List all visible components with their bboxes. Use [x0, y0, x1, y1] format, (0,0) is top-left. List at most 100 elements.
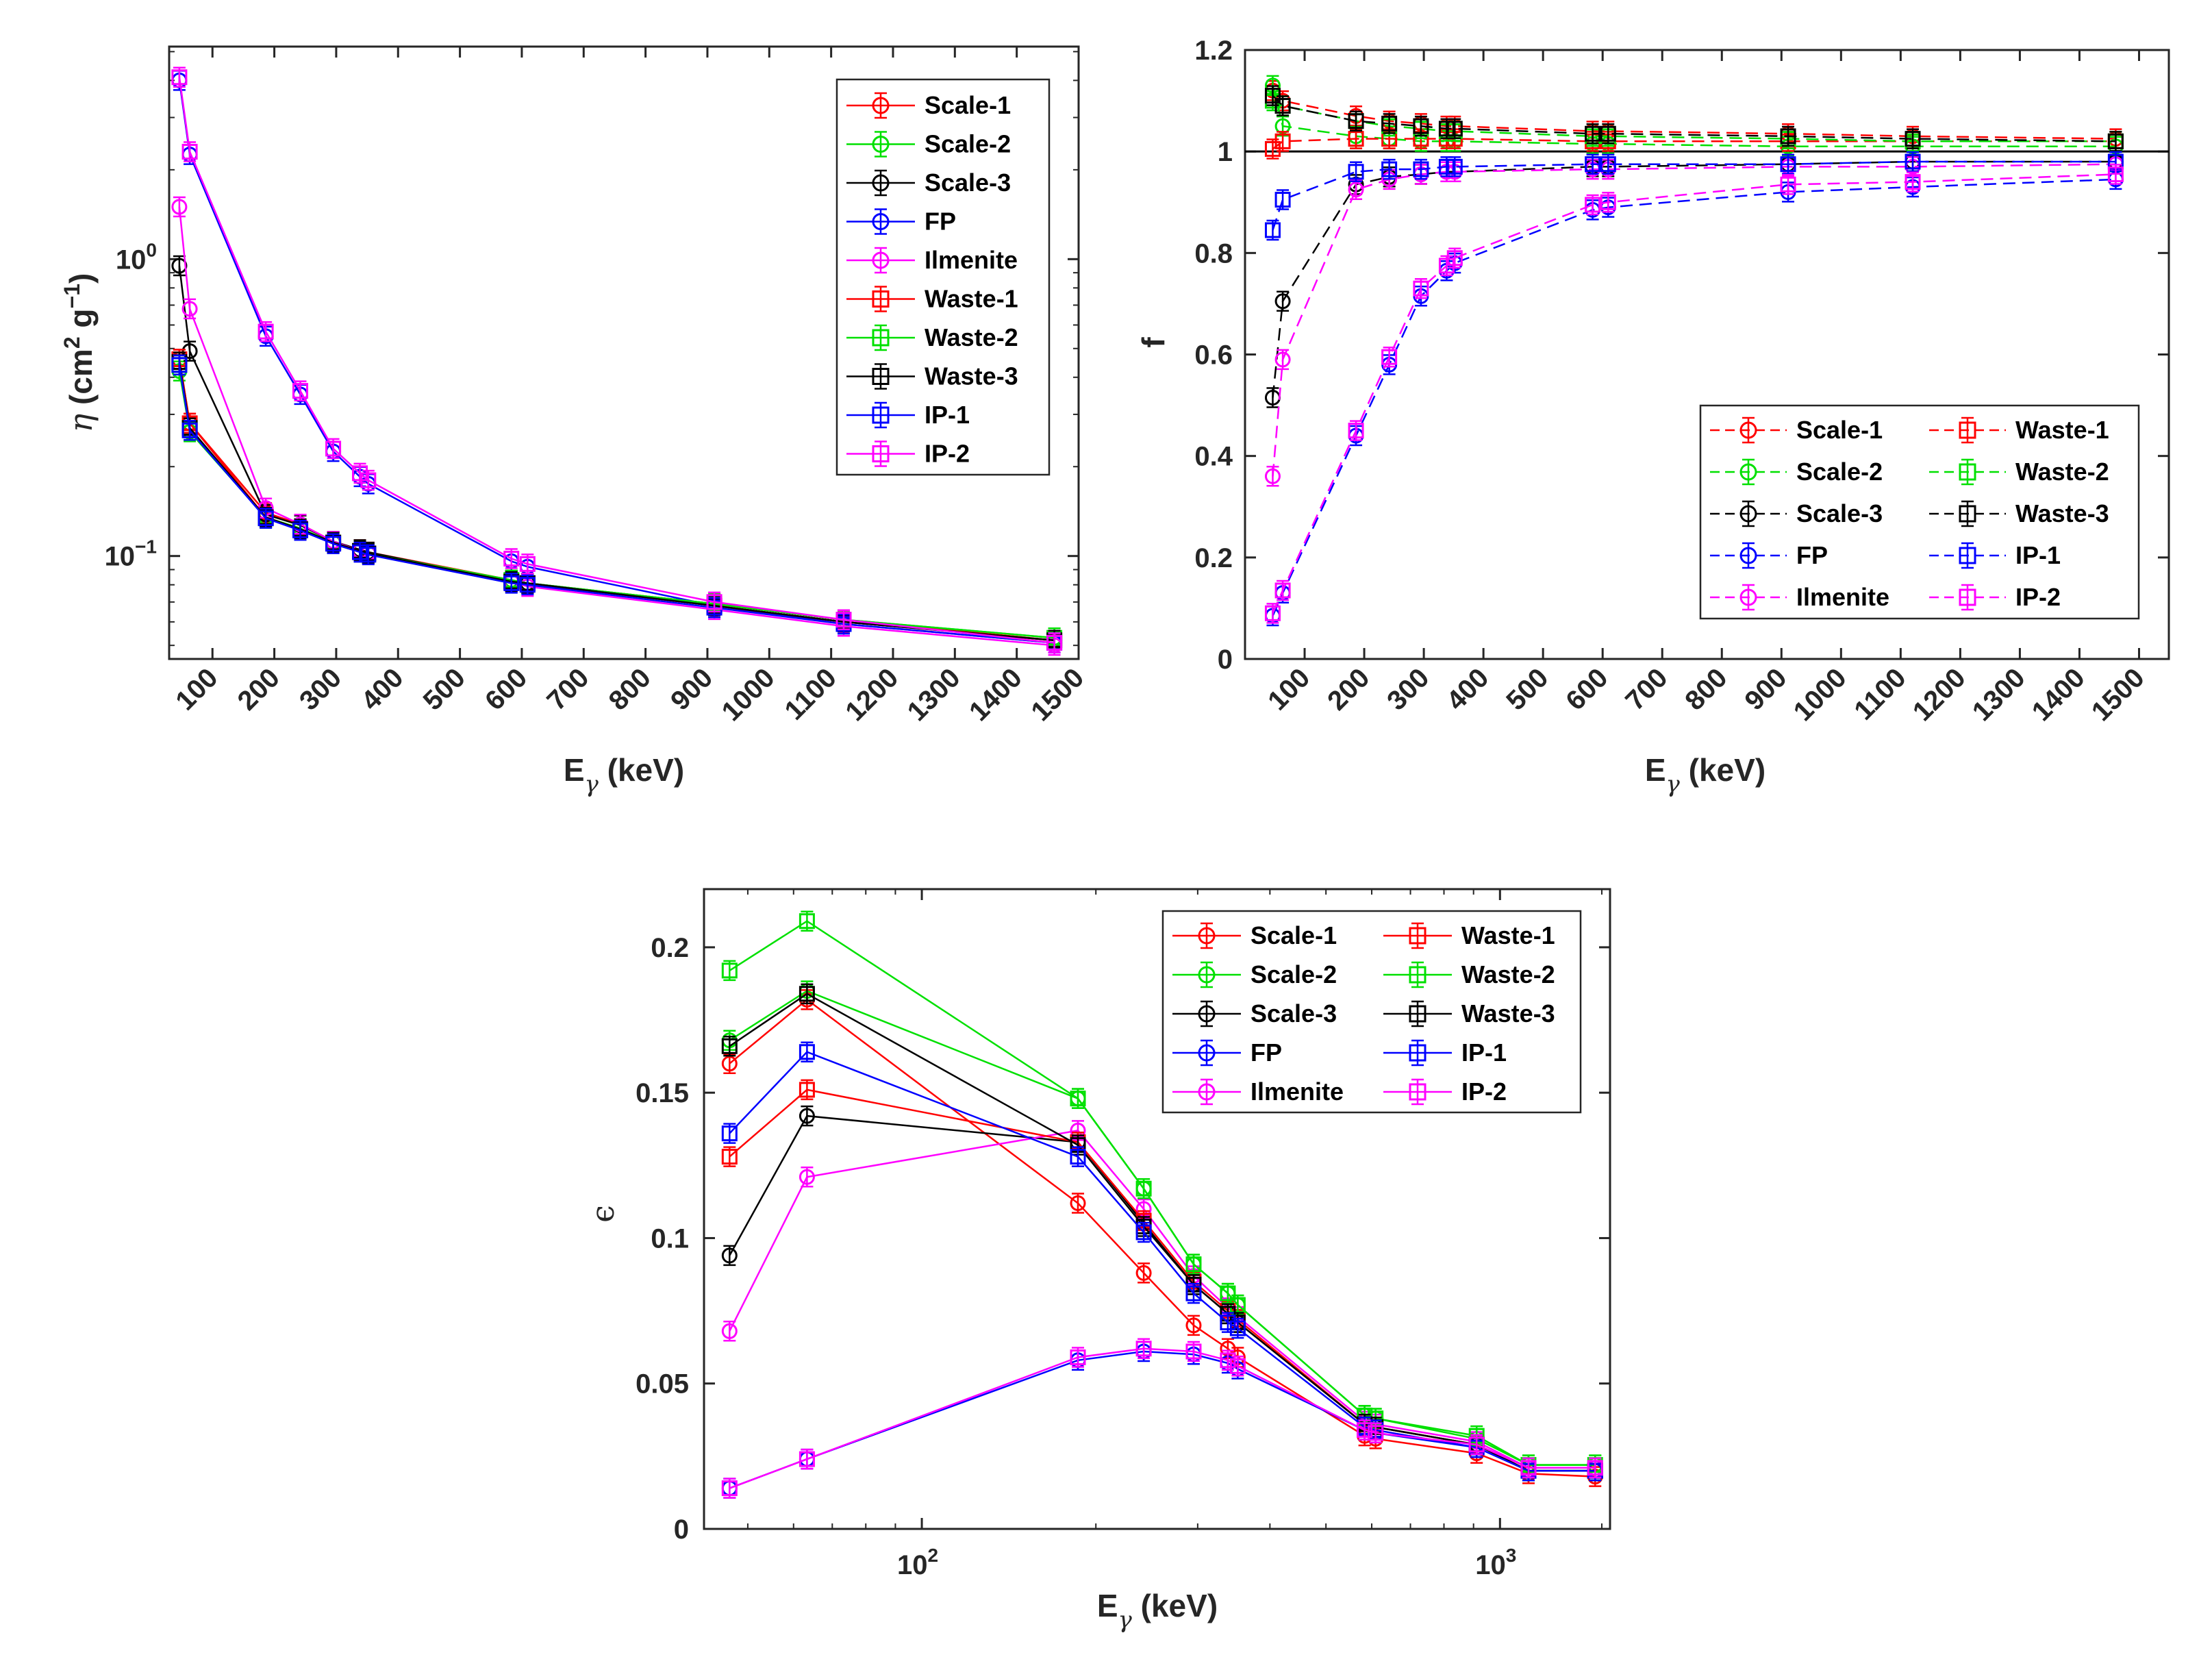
- data-point: [1135, 1180, 1152, 1197]
- legend-label: Waste-2: [1461, 960, 1555, 988]
- data-point: [721, 1125, 738, 1142]
- legend-label: FP: [1796, 541, 1828, 569]
- legend-marker: [872, 213, 890, 230]
- legend-item-waste-2: Waste-2: [1383, 960, 1555, 988]
- legend-marker: [1739, 463, 1757, 481]
- legend-marker: [1959, 588, 1976, 606]
- data-point: [1220, 1285, 1236, 1301]
- series-line: [1272, 173, 2116, 614]
- data-point: [721, 1056, 738, 1072]
- y-tick-label: 0.4: [1194, 442, 1233, 472]
- data-point: [181, 301, 198, 317]
- y-tick-label: 0.05: [636, 1369, 689, 1399]
- data-point: [1229, 1358, 1246, 1374]
- series-ip-2: [721, 1338, 1603, 1499]
- legend-item-scale-3: Scale-3: [846, 169, 1011, 197]
- data-point: [1905, 153, 1921, 170]
- data-point: [519, 577, 536, 593]
- legend-label: IP-2: [2015, 583, 2061, 611]
- data-point: [352, 544, 368, 560]
- legend-marker: [1739, 588, 1757, 606]
- series-line: [1272, 95, 2116, 142]
- data-point: [1274, 192, 1291, 208]
- data-point: [1413, 280, 1429, 297]
- legend-marker: [1959, 547, 1976, 564]
- legend-label: Waste-2: [925, 323, 1018, 351]
- legend-label: FP: [1250, 1038, 1282, 1067]
- legend-marker: [872, 251, 890, 269]
- data-point: [1413, 161, 1429, 177]
- data-point: [1413, 118, 1429, 134]
- x-tick-label: 102: [897, 1545, 938, 1580]
- legend-marker: [1959, 505, 1976, 523]
- legend-item-scale-3: Scale-3: [1710, 499, 1883, 527]
- y-axis-label: η (cm2 g−1): [60, 273, 99, 433]
- data-point: [799, 1044, 815, 1060]
- series-line: [1272, 90, 2116, 140]
- series-line: [1272, 99, 2116, 142]
- legend-marker: [872, 290, 890, 308]
- data-point: [1905, 131, 1921, 147]
- y-tick-label: 0.15: [636, 1078, 689, 1108]
- data-point: [1348, 423, 1364, 439]
- legend-marker: [1409, 1044, 1427, 1062]
- data-point: [721, 1480, 738, 1497]
- legend-marker: [1739, 421, 1757, 439]
- legend-item-scale-2: Scale-2: [1172, 960, 1337, 988]
- legend-marker: [1198, 1044, 1216, 1062]
- legend-marker: [1409, 927, 1427, 945]
- data-point: [1046, 634, 1063, 651]
- legend-marker: [872, 136, 890, 153]
- y-tick-label: 0: [674, 1515, 689, 1545]
- legend-item-waste-1: Waste-1: [1383, 921, 1555, 949]
- legend-label: IP-1: [925, 401, 970, 429]
- data-point: [1264, 605, 1281, 621]
- legend-label: Ilmenite: [1250, 1077, 1344, 1106]
- data-point: [1185, 1317, 1202, 1334]
- data-point: [292, 383, 309, 399]
- data-point: [1446, 121, 1463, 137]
- data-point: [257, 510, 274, 527]
- legend-item-scale-2: Scale-2: [846, 130, 1011, 158]
- legend-item-ilmenite: Ilmenite: [1710, 583, 1889, 611]
- legend-label: Ilmenite: [925, 246, 1018, 274]
- data-point: [1274, 97, 1291, 114]
- y-tick-label: 0.2: [1194, 543, 1233, 573]
- legend-marker: [1198, 1083, 1216, 1101]
- data-point: [1220, 1352, 1236, 1369]
- data-point: [1070, 1195, 1086, 1212]
- legend-label: Scale-2: [1796, 458, 1883, 486]
- legend-label: IP-1: [2015, 541, 2061, 569]
- data-point: [1070, 1149, 1086, 1165]
- data-point: [799, 1082, 815, 1098]
- data-point: [171, 199, 188, 215]
- legend-item-scale-1: Scale-1: [846, 91, 1011, 119]
- data-point: [1381, 161, 1398, 177]
- data-point: [1780, 128, 1796, 145]
- legend-label: Scale-2: [925, 130, 1011, 158]
- legend-item-fp: FP: [846, 208, 956, 236]
- legend-item-ilmenite: Ilmenite: [1172, 1077, 1344, 1106]
- data-point: [799, 913, 815, 930]
- legend-marker: [872, 329, 890, 347]
- data-point: [171, 69, 188, 86]
- legend-item-ip-1: IP-1: [1929, 541, 2061, 569]
- legend-label: Ilmenite: [1796, 583, 1889, 611]
- data-point: [799, 1108, 815, 1124]
- series-line: [1272, 160, 2116, 398]
- legend: Scale-1 Scale-2 Scale-3 FP Ilmenite Waste-1 Wa…: [835, 78, 1051, 476]
- data-point: [1587, 1460, 1603, 1476]
- data-point: [1274, 293, 1291, 310]
- series-line: [1272, 85, 2116, 148]
- data-point: [1585, 197, 1601, 213]
- series-line: [1272, 163, 2116, 477]
- data-point: [1070, 1091, 1086, 1107]
- legend-label: Waste-3: [2015, 499, 2109, 527]
- data-point: [1600, 156, 1616, 173]
- legend-marker: [1409, 1083, 1427, 1101]
- y-tick-label: 0.8: [1194, 238, 1233, 269]
- eta-chart: 100 200 300 400 500 600 700 800 9001000110012001…: [60, 45, 1090, 798]
- data-point: [1229, 1297, 1246, 1313]
- legend-box: [1161, 910, 1582, 1114]
